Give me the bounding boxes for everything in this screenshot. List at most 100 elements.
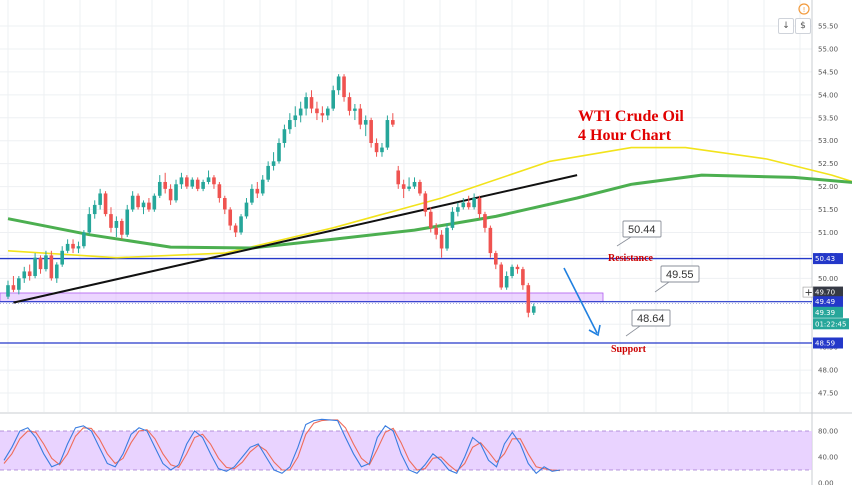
candle — [304, 92, 308, 116]
candle-body — [504, 276, 509, 288]
candle — [120, 218, 124, 240]
arrow-down-button[interactable]: ↓ — [778, 18, 794, 34]
trendline — [13, 174, 578, 304]
candle — [114, 216, 119, 238]
candle-body — [71, 243, 75, 249]
candle-body — [472, 198, 476, 208]
candle-body — [423, 193, 428, 212]
candle-body — [233, 225, 238, 233]
stochastic-k-line — [3, 418, 561, 475]
candle — [477, 195, 482, 219]
candle — [185, 175, 189, 189]
candle — [195, 177, 200, 192]
resistance-label: Resistance — [608, 253, 654, 264]
candle-body — [391, 120, 395, 125]
candle — [526, 282, 531, 318]
candle — [54, 262, 59, 283]
chart-title-line1: WTI Crude Oil — [578, 108, 684, 125]
mid-badge-text: 49.49 — [815, 298, 835, 306]
mid-badge-bg — [813, 296, 843, 308]
candle — [358, 103, 363, 130]
candle-body — [6, 285, 10, 297]
candle — [130, 191, 135, 212]
resistance-callout-leader — [616, 236, 632, 247]
candle-body — [277, 142, 281, 162]
candle — [445, 223, 449, 251]
candle — [396, 165, 401, 189]
candle-body — [515, 266, 520, 270]
crosshair-badge-bg — [813, 286, 843, 298]
candle-body — [22, 271, 27, 279]
crosshair-plus-icon: + — [805, 288, 813, 299]
price-tick-label: 52.00 — [818, 183, 838, 191]
candle-body — [152, 195, 157, 210]
candle-body — [44, 255, 48, 270]
support-callout-box — [631, 309, 671, 327]
candle-body — [87, 214, 92, 233]
sideways-zone — [0, 292, 604, 303]
candle-body — [477, 198, 482, 215]
candle — [407, 177, 411, 192]
candle-body — [206, 177, 211, 182]
candle-body — [179, 177, 184, 185]
candle-body — [98, 193, 102, 205]
candle-body — [266, 165, 270, 180]
candle-body — [304, 97, 308, 109]
candle-body — [244, 202, 249, 217]
candle-body — [293, 115, 298, 121]
candle-body — [353, 108, 357, 111]
candle-body — [412, 181, 417, 187]
mid-callout-box — [660, 265, 700, 283]
candle — [325, 106, 330, 121]
candle-body — [499, 264, 504, 288]
price-tick-label: 55.50 — [818, 23, 838, 31]
candle — [92, 200, 97, 219]
candle — [461, 198, 466, 210]
candle-body — [396, 170, 401, 185]
currency-button[interactable]: $ — [795, 18, 811, 34]
candle — [347, 92, 352, 116]
price-tick-label: 53.50 — [818, 114, 838, 122]
candle-body — [521, 269, 525, 286]
candle — [125, 204, 130, 238]
candle — [342, 74, 346, 102]
support-badge-text: 48.59 — [815, 339, 835, 347]
candle — [353, 103, 357, 121]
candles — [6, 74, 536, 318]
candle-body — [450, 211, 455, 228]
candle — [494, 250, 498, 270]
support-label: Support — [611, 344, 647, 355]
candle-body — [11, 285, 16, 290]
crosshair-plus-box — [802, 286, 814, 298]
candle-body — [494, 253, 498, 265]
candle — [428, 207, 433, 233]
candle-body — [309, 97, 314, 109]
candle-body — [271, 161, 276, 166]
candle — [157, 175, 162, 199]
candle-body — [190, 179, 195, 187]
candle-body — [201, 181, 205, 189]
price-tick-label: 50.00 — [818, 275, 838, 283]
candle — [336, 74, 341, 95]
candle — [418, 179, 422, 196]
candle-body — [54, 264, 59, 279]
chart-title-line2: 4 Hour Chart — [578, 127, 672, 144]
crosshair-badge-text: 49.70 — [815, 289, 835, 297]
stochastic-tick-label: 80.00 — [818, 428, 838, 436]
candle-body — [239, 216, 243, 233]
candle-body — [282, 129, 287, 143]
candle — [65, 239, 70, 254]
candle — [6, 280, 10, 299]
price-tick-label: 53.00 — [818, 137, 838, 145]
resistance-callout-box — [622, 220, 662, 238]
candle — [98, 188, 102, 210]
price-tick-label: 54.00 — [818, 91, 838, 99]
candle-body — [315, 108, 319, 114]
candle — [38, 255, 43, 274]
candle-body — [526, 285, 531, 313]
candle-body — [510, 266, 514, 277]
candle — [217, 181, 222, 203]
candle-body — [147, 202, 151, 210]
candle — [11, 276, 16, 293]
